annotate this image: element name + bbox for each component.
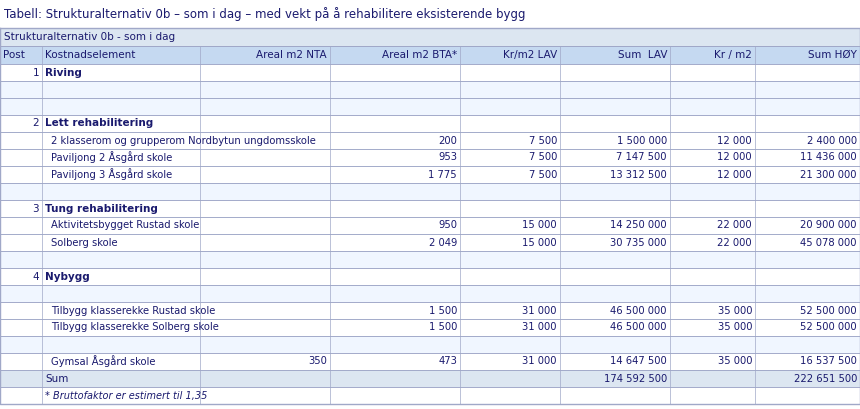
Text: 2 400 000: 2 400 000 <box>807 135 857 146</box>
Text: Gymsal Åsgård skole: Gymsal Åsgård skole <box>51 355 156 367</box>
Bar <box>0 98 860 115</box>
Text: 7 500: 7 500 <box>529 153 557 162</box>
Bar <box>0 217 860 234</box>
Text: 7 147 500: 7 147 500 <box>617 153 667 162</box>
Text: 30 735 000: 30 735 000 <box>611 238 667 247</box>
Text: 2 klasserom og grupperom Nordbytun ungdomsskole: 2 klasserom og grupperom Nordbytun ungdo… <box>51 135 316 146</box>
Text: 12 000: 12 000 <box>717 135 752 146</box>
Text: 473: 473 <box>438 357 457 366</box>
Text: Strukturalternativ 0b - som i dag: Strukturalternativ 0b - som i dag <box>4 32 175 42</box>
Bar <box>0 166 860 183</box>
Bar <box>0 319 860 336</box>
Text: 14 250 000: 14 250 000 <box>611 220 667 231</box>
Text: Nybygg: Nybygg <box>45 272 89 281</box>
Bar <box>0 370 860 387</box>
Text: Solberg skole: Solberg skole <box>51 238 118 247</box>
Text: Tilbygg klasserekke Solberg skole: Tilbygg klasserekke Solberg skole <box>51 323 219 333</box>
Text: 31 000: 31 000 <box>523 323 557 333</box>
Text: 2 049: 2 049 <box>428 238 457 247</box>
Text: Sum  LAV: Sum LAV <box>617 50 667 60</box>
Bar <box>0 268 860 285</box>
Bar <box>0 149 860 166</box>
Text: Paviljong 2 Åsgård skole: Paviljong 2 Åsgård skole <box>51 152 172 164</box>
Text: Tilbygg klasserekke Rustad skole: Tilbygg klasserekke Rustad skole <box>51 306 215 315</box>
Text: 52 500 000: 52 500 000 <box>801 323 857 333</box>
Text: 200: 200 <box>438 135 457 146</box>
Text: 45 078 000: 45 078 000 <box>801 238 857 247</box>
Text: Sum: Sum <box>45 373 69 384</box>
Bar <box>0 234 860 251</box>
Text: Kostnadselement: Kostnadselement <box>45 50 135 60</box>
Text: 35 000: 35 000 <box>717 323 752 333</box>
Bar <box>0 353 860 370</box>
Text: 52 500 000: 52 500 000 <box>801 306 857 315</box>
Text: Lett rehabilitering: Lett rehabilitering <box>45 119 153 128</box>
Text: 174 592 500: 174 592 500 <box>604 373 667 384</box>
Text: Post: Post <box>3 50 25 60</box>
Text: 1 775: 1 775 <box>428 169 457 180</box>
Text: 350: 350 <box>308 357 327 366</box>
Text: 22 000: 22 000 <box>717 220 752 231</box>
Text: 21 300 000: 21 300 000 <box>801 169 857 180</box>
Bar <box>0 302 860 319</box>
Bar <box>0 183 860 200</box>
Text: * Bruttofaktor er estimert til 1,35: * Bruttofaktor er estimert til 1,35 <box>45 391 207 400</box>
Text: 15 000: 15 000 <box>522 220 557 231</box>
Text: 16 537 500: 16 537 500 <box>800 357 857 366</box>
Text: Sum HØY: Sum HØY <box>808 50 857 60</box>
Text: 20 900 000: 20 900 000 <box>801 220 857 231</box>
Text: 22 000: 22 000 <box>717 238 752 247</box>
Text: 4: 4 <box>33 272 39 281</box>
Text: Aktivitetsbygget Rustad skole: Aktivitetsbygget Rustad skole <box>51 220 200 231</box>
Text: Paviljong 3 Åsgård skole: Paviljong 3 Åsgård skole <box>51 169 172 180</box>
Text: Areal m2 BTA*: Areal m2 BTA* <box>382 50 457 60</box>
Text: 11 436 000: 11 436 000 <box>801 153 857 162</box>
Text: Kr / m2: Kr / m2 <box>714 50 752 60</box>
Text: 31 000: 31 000 <box>523 306 557 315</box>
Bar <box>0 28 860 46</box>
Bar <box>0 64 860 81</box>
Text: 953: 953 <box>438 153 457 162</box>
Bar <box>0 81 860 98</box>
Bar <box>0 251 860 268</box>
Text: 12 000: 12 000 <box>717 169 752 180</box>
Bar <box>0 46 860 64</box>
Bar <box>0 285 860 302</box>
Text: 12 000: 12 000 <box>717 153 752 162</box>
Bar <box>0 200 860 217</box>
Bar <box>0 132 860 149</box>
Text: 7 500: 7 500 <box>529 169 557 180</box>
Text: Riving: Riving <box>45 67 82 77</box>
Text: 35 000: 35 000 <box>717 357 752 366</box>
Text: 7 500: 7 500 <box>529 135 557 146</box>
Bar <box>0 336 860 353</box>
Text: 1 500 000: 1 500 000 <box>617 135 667 146</box>
Bar <box>0 387 860 404</box>
Text: 2: 2 <box>33 119 39 128</box>
Bar <box>0 115 860 132</box>
Text: 46 500 000: 46 500 000 <box>611 323 667 333</box>
Text: 1 500: 1 500 <box>428 306 457 315</box>
Text: 46 500 000: 46 500 000 <box>611 306 667 315</box>
Text: Areal m2 NTA: Areal m2 NTA <box>256 50 327 60</box>
Text: Tabell: Strukturalternativ 0b – som i dag – med vekt på å rehabilitere eksistere: Tabell: Strukturalternativ 0b – som i da… <box>4 7 525 21</box>
Text: 222 651 500: 222 651 500 <box>794 373 857 384</box>
Text: Tung rehabilitering: Tung rehabilitering <box>45 204 158 213</box>
Text: 15 000: 15 000 <box>522 238 557 247</box>
Text: 14 647 500: 14 647 500 <box>611 357 667 366</box>
Text: 950: 950 <box>438 220 457 231</box>
Text: 1: 1 <box>33 67 39 77</box>
Text: 3: 3 <box>33 204 39 213</box>
Text: 1 500: 1 500 <box>428 323 457 333</box>
Text: Kr/m2 LAV: Kr/m2 LAV <box>503 50 557 60</box>
Text: 31 000: 31 000 <box>523 357 557 366</box>
Text: 13 312 500: 13 312 500 <box>611 169 667 180</box>
Text: 35 000: 35 000 <box>717 306 752 315</box>
